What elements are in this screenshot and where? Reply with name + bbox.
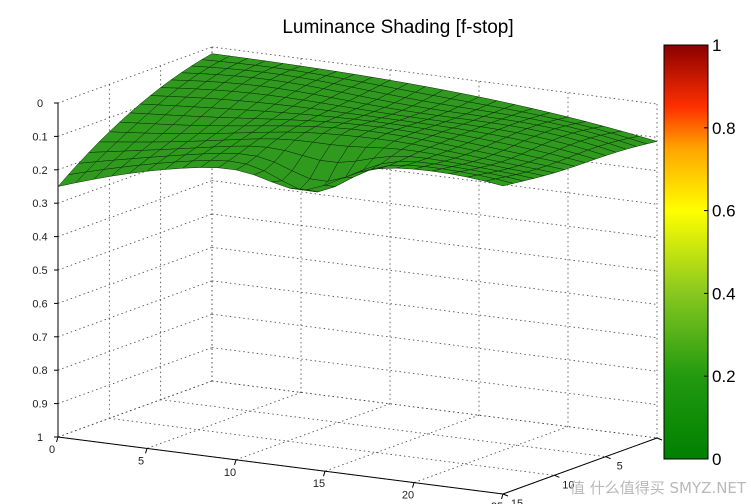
- grid-line: [57, 146, 213, 204]
- grid-line: [211, 146, 658, 205]
- grid-line: [211, 247, 658, 305]
- grid-line: [109, 417, 555, 476]
- z-tick-label: 0.4: [32, 232, 47, 244]
- z-tick-label: 1: [37, 432, 43, 444]
- grid-line: [57, 280, 213, 338]
- colorbar-tick-label: 0.8: [712, 119, 736, 138]
- grid-line: [211, 380, 658, 439]
- z-tick-label: 0.8: [32, 365, 47, 377]
- grid-line: [211, 313, 658, 372]
- z-tick-label: 0.9: [32, 399, 47, 411]
- y-tick-mark: [605, 456, 611, 460]
- y-axis-line: [502, 437, 658, 495]
- colorbar-ticks: 0 0.2 0.4 0.6 0.8 1: [704, 36, 736, 469]
- y-tick-mark: [554, 474, 560, 478]
- y-tick-label: 15: [511, 498, 523, 504]
- grid-line: [211, 347, 658, 405]
- x-tick-label: 10: [224, 467, 236, 479]
- grid-line: [235, 403, 391, 461]
- grid-line: [57, 247, 213, 304]
- z-tick-label: 0.1: [32, 131, 47, 143]
- grid-lines: [57, 46, 658, 495]
- z-tick-label: 0.7: [32, 332, 47, 344]
- grid-line: [211, 180, 658, 238]
- y-tick-mark: [656, 437, 663, 441]
- x-tick-mark: [56, 436, 59, 443]
- colorbar-tick-label: 0.6: [712, 202, 736, 221]
- grid-line: [211, 213, 658, 272]
- watermark: 值 什么值得买 SMYZ.NET: [570, 479, 747, 497]
- y-tick-label: 5: [617, 461, 623, 473]
- x-tick-mark: [501, 493, 504, 500]
- colorbar-tick-label: 1: [712, 36, 721, 55]
- grid-line: [57, 46, 213, 104]
- grid-line: [160, 399, 606, 458]
- colorbar-tick-label: 0: [712, 450, 721, 469]
- grid-line: [146, 392, 302, 449]
- colorbar-tick-label: 0.2: [712, 367, 736, 386]
- z-tick-label: 0.2: [32, 165, 47, 177]
- grid-line: [57, 180, 213, 237]
- x-tick-label: 20: [402, 490, 414, 502]
- x-tick-mark: [412, 482, 415, 488]
- x-tick-mark: [145, 448, 148, 454]
- z-tick-label: 0.3: [32, 198, 47, 210]
- grid-line: [57, 380, 213, 438]
- x-axis-line: [57, 436, 504, 495]
- x-tick-mark: [234, 459, 237, 465]
- z-tick-label: 0.5: [32, 265, 47, 277]
- x-tick-mark: [323, 471, 326, 477]
- z-tick-label: 0: [37, 98, 43, 110]
- grid-line: [57, 213, 213, 271]
- z-tick-label: 0.6: [32, 298, 47, 310]
- grid-line: [57, 313, 213, 371]
- y-tick-label: 10: [562, 479, 574, 491]
- surface-mesh: [57, 53, 658, 193]
- chart-title: Luminance Shading [f-stop]: [282, 17, 513, 38]
- colorbar: [663, 44, 709, 460]
- x-tick-label: 15: [313, 478, 325, 490]
- axes: [54, 102, 663, 500]
- grid-line: [211, 46, 658, 105]
- grid-line: [57, 347, 213, 404]
- x-tick-label: 0: [49, 444, 55, 456]
- x-tick-label: 25: [491, 501, 503, 504]
- colorbar-tick-label: 0.4: [712, 284, 736, 303]
- grid-line: [211, 280, 658, 339]
- surface-patch: [485, 178, 514, 187]
- y-tick-mark: [502, 493, 509, 497]
- x-tick-label: 5: [138, 455, 144, 467]
- grid-line: [413, 426, 569, 483]
- grid-line: [324, 414, 480, 472]
- grid-line: [211, 380, 658, 439]
